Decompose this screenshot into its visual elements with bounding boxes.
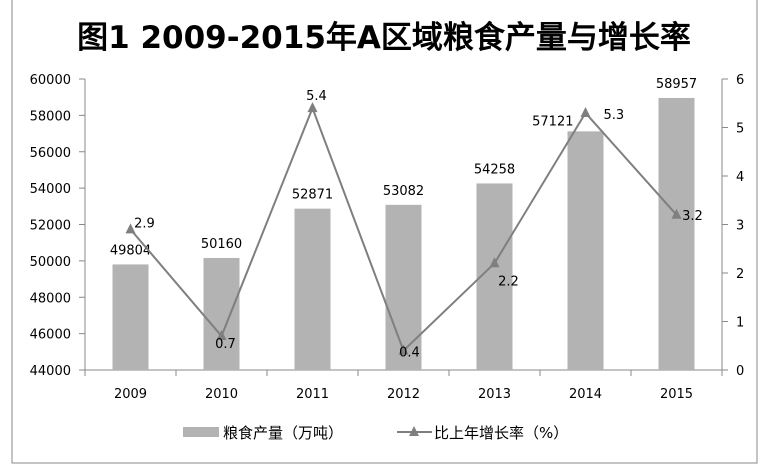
left-tick-label: 56000 [30, 146, 71, 161]
bar-2011 [294, 208, 331, 370]
growth-rate-marker-2014 [580, 106, 591, 117]
right-tick-label: 3 [736, 219, 744, 234]
line-data-label: 5.3 [604, 108, 625, 123]
right-tick-label: 0 [736, 364, 744, 379]
x-tick-label: 2013 [478, 387, 511, 402]
left-tick-label: 50000 [30, 255, 71, 270]
right-tick-label: 4 [736, 170, 744, 185]
left-tick-label: 44000 [30, 364, 71, 379]
growth-rate-marker-2011 [307, 102, 318, 113]
chart-title: 图1 2009-2015年A区域粮食产量与增长率 [77, 20, 691, 56]
growth-rate-marker-2013 [489, 257, 500, 268]
bar-data-label: 50160 [201, 237, 242, 252]
legend-bar-swatch [183, 427, 219, 437]
left-tick-label: 54000 [30, 182, 71, 197]
line-data-label: 2.9 [134, 216, 155, 231]
bar-2015 [658, 97, 695, 371]
line-data-label: 5.4 [306, 89, 327, 104]
chart-border [11, 0, 758, 464]
bar-data-label: 49804 [110, 243, 151, 258]
x-tick-label: 2010 [205, 387, 238, 402]
legend-triangle-icon [409, 426, 419, 436]
bar-2012 [385, 204, 422, 370]
right-tick-label: 1 [736, 316, 744, 331]
left-tick-label: 58000 [30, 109, 71, 124]
x-tick-label: 2014 [569, 387, 602, 402]
x-tick-label: 2011 [296, 387, 329, 402]
legend-bar-label: 粮食产量（万吨） [223, 424, 343, 442]
bar-2013 [476, 183, 513, 370]
bar-data-label: 57121 [532, 114, 573, 129]
line-data-label: 0.4 [399, 346, 420, 361]
bar-data-label: 58957 [656, 77, 697, 92]
right-tick-label: 2 [736, 267, 744, 282]
x-tick-label: 2012 [387, 387, 420, 402]
bar-data-label: 53082 [383, 184, 424, 199]
left-tick-label: 48000 [30, 291, 71, 306]
legend-line-label: 比上年增长率（%） [434, 424, 568, 442]
bar-data-label: 54258 [474, 162, 515, 177]
x-tick-label: 2015 [660, 387, 693, 402]
left-tick-label: 52000 [30, 219, 71, 234]
growth-rate-marker-2015 [671, 208, 682, 219]
right-tick-label: 5 [736, 122, 744, 137]
line-data-label: 0.7 [215, 337, 236, 352]
bar-2014 [567, 131, 604, 370]
line-data-label: 2.2 [498, 274, 519, 289]
growth-rate-marker-2012 [398, 344, 409, 355]
right-tick-label: 6 [736, 73, 744, 88]
growth-rate-marker-2010 [216, 330, 227, 341]
bar-2010 [203, 257, 240, 370]
bar-2009 [112, 264, 149, 370]
x-tick-label: 2009 [114, 387, 147, 402]
left-tick-label: 46000 [30, 328, 71, 343]
line-data-label: 3.2 [682, 209, 703, 224]
bar-data-label: 52871 [292, 188, 333, 203]
growth-rate-marker-2009 [125, 223, 136, 234]
left-tick-label: 60000 [30, 73, 71, 88]
